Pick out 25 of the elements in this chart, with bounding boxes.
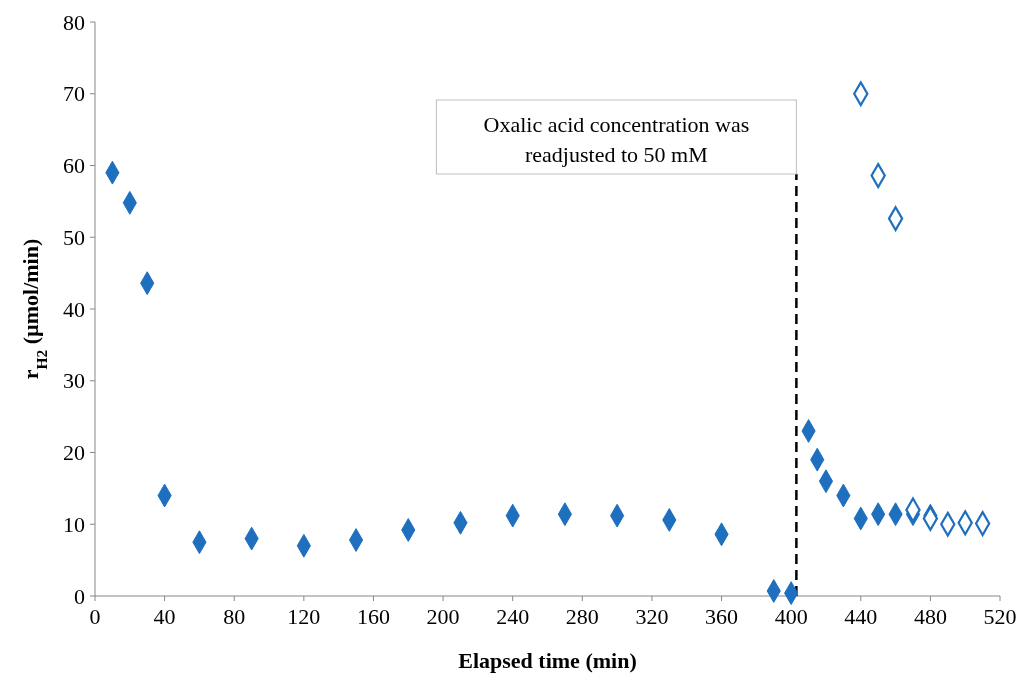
x-tick-label: 80 — [223, 604, 246, 629]
x-tick-label: 400 — [774, 604, 808, 629]
x-tick-label: 160 — [356, 604, 390, 629]
y-tick-label: 0 — [74, 583, 85, 609]
x-tick-label: 480 — [913, 604, 947, 629]
y-tick-label: 70 — [63, 81, 85, 107]
x-tick-label: 360 — [705, 604, 739, 629]
x-tick-label: 520 — [983, 604, 1017, 629]
y-tick-label: 10 — [63, 511, 85, 537]
x-tick-label: 280 — [565, 604, 599, 629]
y-tick-label: 60 — [63, 153, 85, 179]
x-tick-label: 440 — [844, 604, 878, 629]
x-tick-label: 320 — [635, 604, 669, 629]
x-axis-title: Elapsed time (min) — [458, 648, 637, 673]
x-tick-label: 0 — [89, 604, 101, 629]
y-tick-label: 80 — [63, 9, 85, 35]
y-tick-label: 50 — [63, 224, 85, 250]
x-tick-label: 200 — [426, 604, 460, 629]
y-tick-label: 20 — [63, 440, 85, 466]
y-tick-label: 40 — [63, 296, 85, 322]
ref-line-label: Oxalic acid concentration was readjusted to 50 mM — [483, 112, 750, 167]
x-tick-label: 240 — [496, 604, 530, 629]
x-tick-label: 40 — [153, 604, 176, 629]
x-tick-label: 120 — [287, 604, 321, 629]
y-tick-label: 30 — [63, 368, 85, 394]
